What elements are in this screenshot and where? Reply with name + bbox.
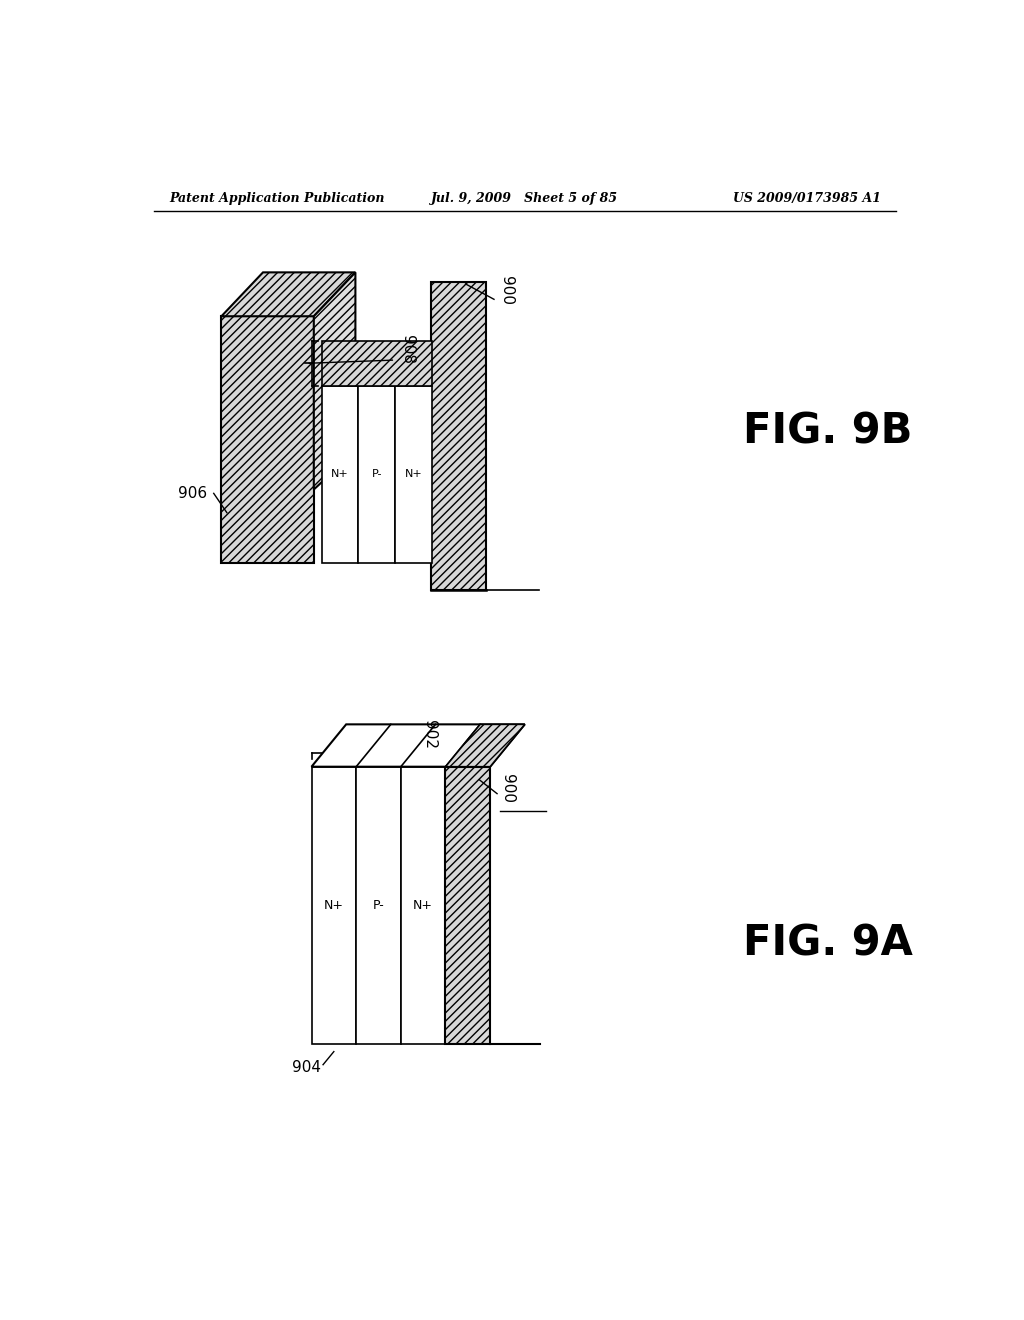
Bar <box>445 767 490 1044</box>
Text: Jul. 9, 2009   Sheet 5 of 85: Jul. 9, 2009 Sheet 5 of 85 <box>431 191 618 205</box>
Text: N+: N+ <box>413 899 433 912</box>
Bar <box>395 385 432 562</box>
Bar <box>431 281 486 590</box>
Text: 906: 906 <box>178 486 208 500</box>
Text: FIG. 9B: FIG. 9B <box>742 411 912 453</box>
Text: N+: N+ <box>331 469 349 479</box>
Bar <box>322 341 432 385</box>
Bar <box>311 767 356 1044</box>
Text: P-: P- <box>373 899 384 912</box>
Bar <box>322 385 358 562</box>
Text: 908: 908 <box>400 335 415 364</box>
Text: 900: 900 <box>500 774 515 803</box>
Polygon shape <box>221 272 355 317</box>
Text: FIG. 9A: FIG. 9A <box>742 923 912 965</box>
Polygon shape <box>221 317 313 562</box>
Text: Patent Application Publication: Patent Application Publication <box>169 191 385 205</box>
Bar <box>358 385 395 562</box>
Text: P-: P- <box>372 469 382 479</box>
Bar <box>356 767 400 1044</box>
Text: 900: 900 <box>499 276 514 305</box>
Text: N+: N+ <box>324 899 344 912</box>
Text: US 2009/0173985 A1: US 2009/0173985 A1 <box>732 191 881 205</box>
Polygon shape <box>311 725 524 767</box>
Text: 904: 904 <box>292 1060 322 1074</box>
Text: N+: N+ <box>406 469 423 479</box>
Polygon shape <box>313 272 355 490</box>
Polygon shape <box>445 725 524 767</box>
Text: 902: 902 <box>422 719 436 748</box>
Bar <box>400 767 445 1044</box>
